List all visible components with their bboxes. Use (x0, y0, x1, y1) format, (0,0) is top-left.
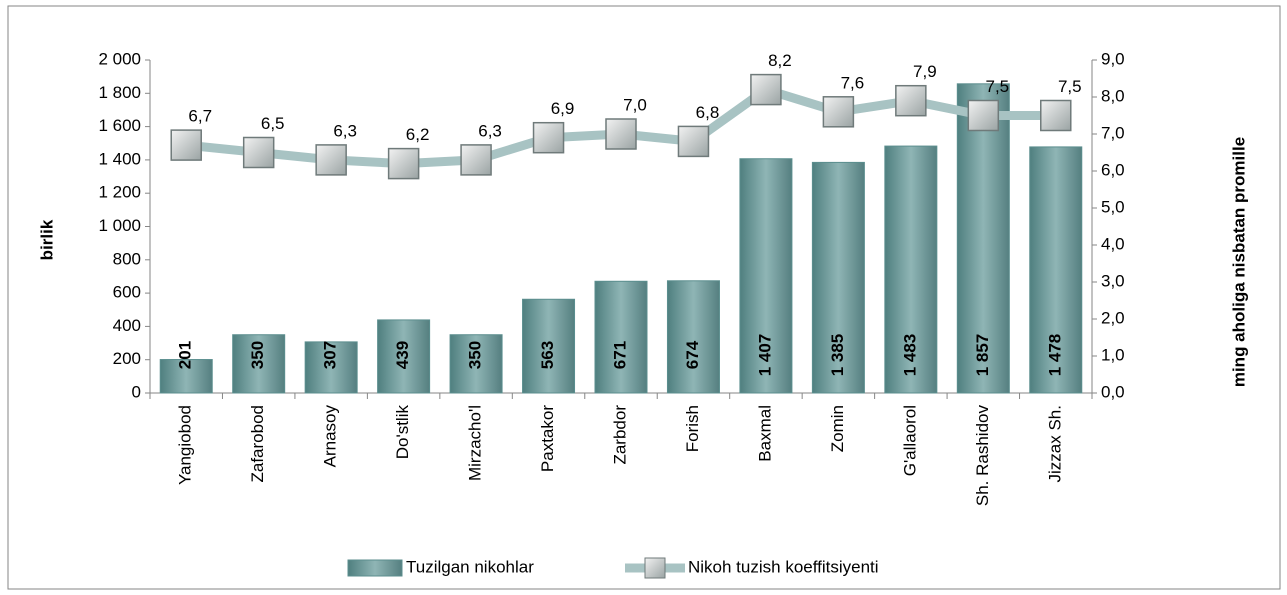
legend-swatch (347, 559, 403, 577)
y2-tick-label: 9,0 (1101, 49, 1125, 68)
bar-value-label: 1 857 (973, 334, 992, 377)
y2-tick-label: 1,0 (1101, 345, 1125, 364)
y2-tick-label: 6,0 (1101, 160, 1125, 179)
bar-value-label: 201 (176, 341, 195, 369)
bar-value-label: 1 483 (900, 334, 919, 377)
x-tick-label: Sh. Rashidov (973, 405, 992, 507)
y-tick-label: 400 (113, 316, 141, 335)
bar (884, 145, 938, 394)
line-value-label: 6,5 (261, 114, 285, 133)
legend-marker (644, 557, 666, 579)
line-marker (170, 129, 202, 161)
line-value-label: 7,0 (623, 95, 647, 114)
y2-tick-label: 0,0 (1101, 382, 1125, 401)
y-tick-label: 1 800 (98, 83, 141, 102)
y-tick-label: 800 (113, 249, 141, 268)
x-tick-label: Paxtakor (538, 405, 557, 472)
x-tick-label: Jizzax Sh. (1045, 405, 1064, 482)
bar-value-label: 1 478 (1045, 334, 1064, 377)
bar-value-label: 671 (610, 341, 629, 369)
y-tick-label: 600 (113, 283, 141, 302)
y2-axis-label: ming aholiga nisbatan promille (1229, 137, 1248, 387)
y-tick-label: 1 200 (98, 183, 141, 202)
bar (449, 334, 503, 394)
line-value-label: 7,5 (985, 77, 1009, 96)
line-marker (967, 99, 1000, 132)
bar (159, 359, 213, 394)
line-marker (750, 73, 782, 106)
bar-value-label: 307 (321, 341, 340, 369)
line-marker (242, 136, 275, 169)
x-tick-label: Baxmal (755, 405, 774, 462)
bar (594, 280, 648, 394)
line-marker (605, 118, 637, 150)
bar-value-label: 350 (466, 341, 485, 369)
y2-tick-label: 5,0 (1101, 197, 1125, 216)
bar-value-label: 674 (683, 340, 702, 369)
line-value-label: 8,2 (768, 51, 792, 70)
legend-label: Tuzilgan nikohlar (406, 557, 534, 576)
line-marker (1040, 99, 1072, 132)
x-tick-label: G'allaorol (900, 405, 919, 476)
y2-tick-label: 3,0 (1101, 271, 1125, 290)
y-tick-label: 1 000 (98, 216, 141, 235)
line-marker (895, 84, 927, 117)
y2-tick-label: 2,0 (1101, 308, 1125, 327)
x-tick-label: Zarbdor (610, 405, 629, 465)
bar-value-label: 1 385 (828, 334, 847, 377)
bar (1029, 146, 1083, 394)
x-tick-label: Yangiobod (176, 405, 195, 485)
y-tick-label: 2 000 (98, 49, 141, 68)
y2-tick-label: 7,0 (1101, 123, 1125, 142)
bar-value-label: 350 (248, 341, 267, 369)
line-marker (460, 144, 492, 176)
bar (522, 298, 576, 394)
bar (304, 341, 358, 394)
line-value-label: 7,6 (841, 73, 865, 92)
x-tick-label: Do'stlik (393, 405, 412, 460)
bar-value-label: 439 (393, 341, 412, 369)
y-tick-label: 1 600 (98, 116, 141, 135)
line-marker (532, 121, 565, 154)
legend-label: Nikoh tuzish koeffitsiyenti (688, 557, 879, 576)
line-value-label: 7,5 (1058, 77, 1082, 96)
x-tick-label: Zafarobod (248, 405, 267, 483)
line-marker (677, 125, 710, 158)
line-value-label: 6,3 (333, 121, 357, 140)
line-value-label: 6,9 (551, 99, 575, 118)
y2-tick-label: 4,0 (1101, 234, 1125, 253)
line-value-label: 7,9 (913, 62, 937, 81)
bar (232, 334, 286, 394)
line-marker (822, 96, 855, 128)
y-tick-label: 200 (113, 349, 141, 368)
y-tick-label: 0 (132, 382, 141, 401)
y-axis-label: birlik (37, 219, 56, 260)
bar-value-label: 563 (538, 341, 557, 369)
bar (811, 161, 865, 394)
bar-value-label: 1 407 (755, 334, 774, 377)
bar (956, 83, 1010, 394)
line-value-label: 6,2 (406, 125, 430, 144)
bar (739, 158, 793, 394)
x-tick-label: Forish (683, 405, 702, 452)
bar (666, 280, 720, 394)
x-tick-label: Zomin (828, 405, 847, 452)
x-tick-label: Mirzacho'l (466, 405, 485, 481)
line-marker (387, 147, 420, 180)
line-marker (315, 144, 347, 176)
line-value-label: 6,8 (696, 103, 720, 122)
bar (377, 319, 431, 394)
y2-tick-label: 8,0 (1101, 86, 1125, 105)
line-value-label: 6,7 (188, 107, 212, 126)
y-tick-label: 1 400 (98, 149, 141, 168)
line-value-label: 6,3 (478, 121, 502, 140)
x-tick-label: Arnasoy (321, 405, 340, 468)
